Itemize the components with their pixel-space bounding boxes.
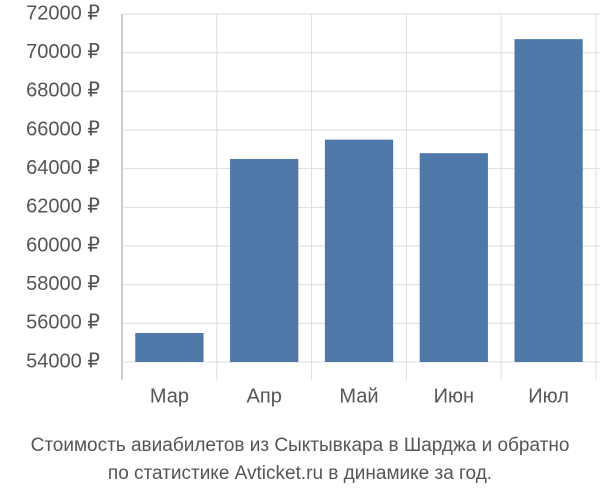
y-tick-label: 62000 ₽: [26, 196, 100, 218]
y-tick-label: 72000 ₽: [26, 2, 100, 24]
y-tick-label: 58000 ₽: [26, 273, 100, 295]
chart-title: Стоимость авиабилетов из Сыктывкара в Ша…: [31, 435, 570, 456]
y-tick-label: 64000 ₽: [26, 157, 100, 179]
x-tick-label: Мар: [150, 385, 189, 407]
bar: [230, 159, 299, 362]
x-tick-label: Апр: [247, 385, 282, 407]
y-tick-label: 56000 ₽: [26, 312, 100, 334]
y-tick-label: 54000 ₽: [26, 350, 100, 372]
y-tick-label: 68000 ₽: [26, 80, 100, 102]
y-tick-label: 66000 ₽: [26, 118, 100, 140]
x-tick-label: Июн: [434, 385, 474, 407]
bar: [514, 39, 583, 363]
chart-title: по статистике Avticket.ru в динамике за …: [108, 463, 492, 484]
bar: [419, 153, 488, 362]
y-tick-label: 70000 ₽: [26, 41, 100, 63]
bar: [135, 333, 204, 362]
x-tick-label: Май: [339, 385, 378, 407]
bar: [324, 139, 394, 362]
x-tick-label: Июл: [528, 385, 569, 407]
y-tick-label: 60000 ₽: [26, 234, 100, 256]
